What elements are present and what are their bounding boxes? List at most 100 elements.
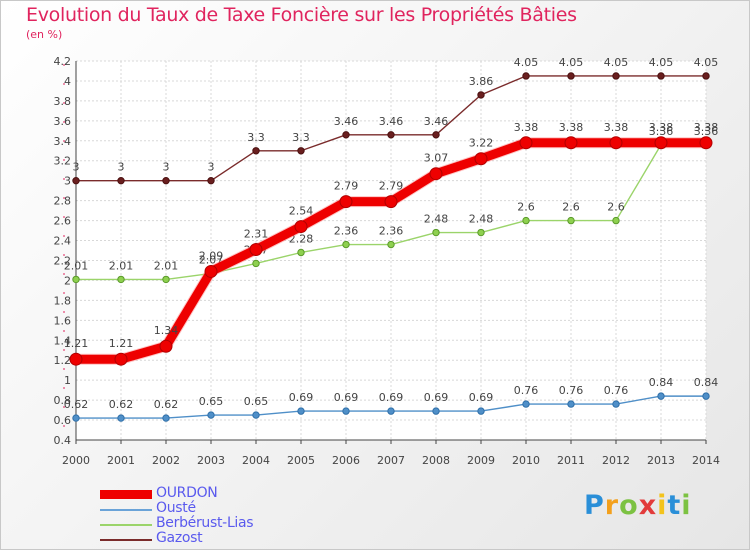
proxiti-logo: Proxiti [584, 490, 692, 521]
data-point [72, 176, 80, 185]
x-tick-label: 2010 [512, 454, 540, 467]
data-label: 3.38 [649, 121, 674, 134]
data-point [342, 407, 350, 415]
data-label: 2.01 [64, 259, 89, 272]
data-point [654, 136, 668, 150]
data-label: 2.36 [334, 225, 359, 238]
data-point [522, 216, 530, 225]
x-tick-label: 2001 [107, 454, 135, 467]
data-label: 1.21 [64, 337, 89, 350]
logo-letter: P [584, 490, 605, 521]
data-point [297, 407, 305, 415]
x-tick-label: 2002 [152, 454, 180, 467]
x-tick-label: 2005 [287, 454, 315, 467]
data-point [699, 136, 713, 150]
data-label: 2.01 [109, 259, 134, 272]
data-label: 3.22 [469, 137, 494, 150]
data-point [207, 411, 215, 419]
data-label: 3.38 [559, 121, 584, 134]
y-tick-label: 2.8 [54, 195, 72, 208]
x-tick-label: 2014 [692, 454, 720, 467]
y-tick-label: 0.4 [54, 434, 72, 447]
data-point [297, 248, 305, 257]
y-tick-label: 3.2 [54, 155, 72, 168]
data-label: 0.62 [109, 398, 134, 411]
legend-label: OURDON [156, 485, 218, 501]
x-tick-label: 2013 [647, 454, 675, 467]
data-label: 3 [118, 161, 125, 174]
y-tick-label: 4.2 [54, 55, 72, 68]
y-tick-label: 3 [64, 175, 71, 188]
data-label: 4.05 [649, 56, 674, 69]
data-point [609, 136, 623, 150]
data-label: 3 [163, 161, 170, 174]
data-label: 2.48 [469, 213, 494, 226]
data-label: 0.62 [64, 398, 89, 411]
x-tick-label: 2012 [602, 454, 630, 467]
x-tick-label: 2008 [422, 454, 450, 467]
data-label: 3.07 [424, 152, 449, 165]
x-tick-label: 2007 [377, 454, 405, 467]
data-point [159, 339, 173, 353]
y-tick-label: 0.8 [54, 394, 72, 407]
data-label: 3 [73, 161, 80, 174]
data-label: 2.31 [244, 228, 269, 241]
data-label: 1.21 [109, 337, 134, 350]
data-point [339, 195, 353, 209]
x-tick-label: 2003 [197, 454, 225, 467]
data-point [612, 72, 620, 80]
data-point [657, 72, 665, 80]
data-label: 3 [208, 161, 215, 174]
data-label: 0.69 [289, 391, 314, 404]
data-point [342, 131, 350, 139]
legend-label: Ousté [156, 500, 196, 516]
data-label: 4.05 [604, 56, 629, 69]
y-tick-label: 3.4 [54, 135, 72, 148]
data-point [249, 243, 263, 257]
data-point [522, 72, 530, 80]
data-label: 0.84 [649, 376, 674, 389]
data-label: 2.09 [199, 249, 224, 262]
data-point [477, 228, 485, 237]
data-label: 3.86 [469, 75, 494, 88]
y-tick-label: 1.4 [54, 334, 72, 347]
data-point [69, 352, 83, 366]
data-point [519, 136, 533, 150]
data-label: 3.38 [694, 121, 719, 134]
data-point [387, 131, 395, 139]
data-label: 3.36 [694, 125, 719, 138]
data-point [567, 216, 575, 225]
x-tick-label: 2004 [242, 454, 270, 467]
data-point [432, 228, 440, 237]
logo-letter: i [681, 490, 692, 521]
y-tick-label: 3.6 [54, 115, 72, 128]
data-point [702, 72, 710, 80]
unit-label: (en %) [26, 28, 63, 41]
y-tick-label: 1.2 [54, 354, 72, 367]
data-label: 4.05 [559, 56, 584, 69]
data-point [612, 400, 620, 408]
data-label: 2.54 [289, 205, 314, 218]
data-point [294, 220, 308, 234]
data-point [117, 414, 125, 422]
data-point [612, 216, 620, 225]
data-point [657, 392, 665, 400]
data-label: 3.38 [604, 121, 629, 134]
y-tick-label: 2 [64, 274, 71, 287]
data-label: 0.69 [379, 391, 404, 404]
data-point [384, 195, 398, 209]
data-point [477, 91, 485, 99]
logo-letter: r [604, 490, 620, 521]
y-tick-label: 2.4 [54, 235, 72, 248]
data-label: 0.76 [514, 384, 539, 397]
legend-swatch [100, 539, 152, 541]
x-tick-label: 2006 [332, 454, 360, 467]
y-tick-label: 4 [64, 75, 71, 88]
data-point [342, 240, 350, 249]
logo-letter: x [638, 490, 658, 521]
data-label: 0.69 [334, 391, 359, 404]
data-label: 0.76 [559, 384, 584, 397]
data-point [567, 400, 575, 408]
data-point [252, 259, 260, 268]
